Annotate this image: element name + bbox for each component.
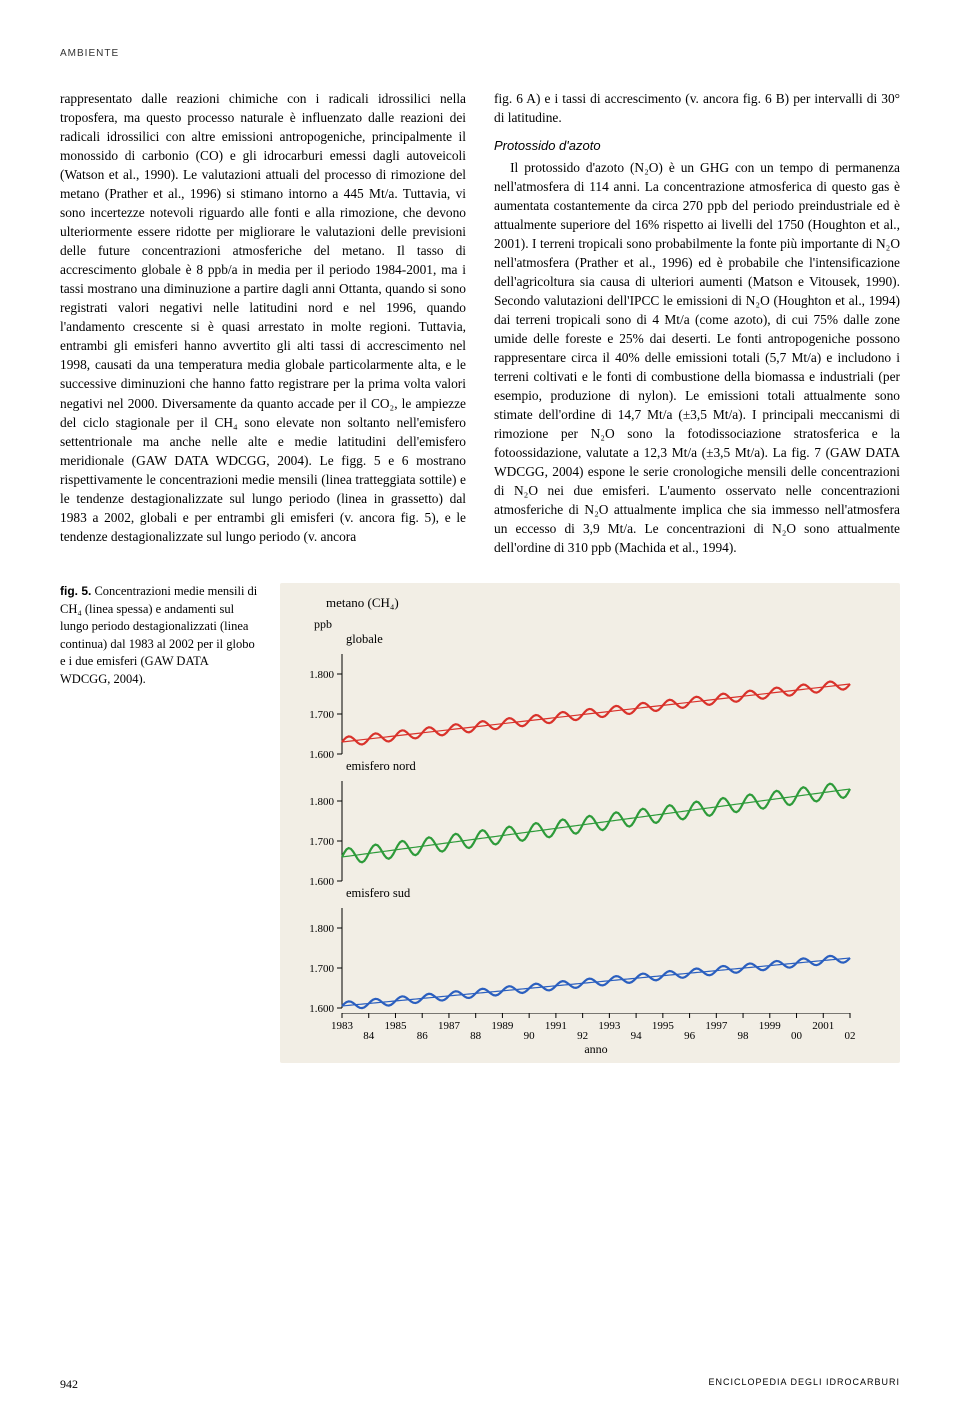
svg-text:92: 92 [577, 1030, 588, 1042]
section-header: AMBIENTE [60, 48, 900, 59]
chart-panel-label: emisfero nord [346, 759, 884, 774]
svg-text:anno: anno [584, 1042, 607, 1055]
figure-caption: fig. 5. Concentrazioni medie mensili di … [60, 583, 260, 1063]
right-column: fig. 6 A) e i tassi di accrescimento (v.… [494, 89, 900, 557]
subsection-heading: Protossido d'azoto [494, 137, 900, 155]
body-columns: rappresentato dalle reazioni chimiche co… [60, 89, 900, 557]
svg-text:1995: 1995 [652, 1020, 675, 1032]
svg-text:84: 84 [363, 1030, 375, 1042]
svg-text:1997: 1997 [705, 1020, 728, 1032]
right-body-paragraph: Il protossido d'azoto (N₂O) è un GHG con… [494, 158, 900, 558]
svg-text:1989: 1989 [491, 1020, 513, 1032]
chart-container: metano (CH₄) ppbglobale 1.800 1.700 1.600 em… [280, 583, 900, 1063]
chart-panels: ppbglobale1.8001.7001.600emisfero nord1.… [296, 617, 884, 1013]
figure-area: fig. 5. Concentrazioni medie mensili di … [60, 583, 900, 1063]
svg-text:2001: 2001 [812, 1020, 834, 1032]
figure-caption-text: Concentrazioni medie mensili di CH₄ (lin… [60, 584, 257, 686]
chart-title: metano (CH₄) [326, 595, 884, 611]
svg-text:1.800: 1.800 [309, 669, 334, 681]
svg-text:1.600: 1.600 [309, 876, 334, 886]
right-top-paragraph: fig. 6 A) e i tassi di accrescimento (v.… [494, 89, 900, 127]
chart-x-axis: 1983 1985 1987 1989 1991 1993 1995 1997 1999 2001… [296, 1013, 856, 1055]
ppb-label: ppb [314, 617, 884, 632]
svg-text:96: 96 [684, 1030, 696, 1042]
svg-text:00: 00 [791, 1030, 803, 1042]
left-column: rappresentato dalle reazioni chimiche co… [60, 89, 466, 557]
svg-text:1.700: 1.700 [309, 709, 334, 721]
left-paragraph: rappresentato dalle reazioni chimiche co… [60, 89, 466, 546]
svg-text:1993: 1993 [598, 1020, 621, 1032]
svg-text:1.700: 1.700 [309, 963, 334, 975]
chart-panel: 1.800 1.700 1.600 [296, 903, 856, 1013]
svg-text:1.800: 1.800 [309, 923, 334, 935]
chart-panel: 1.800 1.700 1.600 [296, 776, 856, 886]
chart-panel-label: emisfero sud [346, 886, 884, 901]
chart-panel: 1.800 1.700 1.600 [296, 649, 856, 759]
svg-text:86: 86 [417, 1030, 429, 1042]
svg-text:1999: 1999 [759, 1020, 782, 1032]
chart-panel-label: globale [346, 632, 884, 647]
svg-text:94: 94 [631, 1030, 643, 1042]
svg-text:1987: 1987 [438, 1020, 461, 1032]
svg-text:1991: 1991 [545, 1020, 567, 1032]
svg-text:1983: 1983 [331, 1020, 354, 1032]
figure-label: fig. 5. [60, 584, 91, 598]
svg-text:1.600: 1.600 [309, 1003, 334, 1013]
svg-text:1.700: 1.700 [309, 836, 334, 848]
page-number: 942 [60, 1377, 78, 1392]
svg-text:02: 02 [845, 1030, 856, 1042]
page-footer: 942 ENCICLOPEDIA DEGLI IDROCARBURI [60, 1377, 900, 1392]
svg-text:88: 88 [470, 1030, 482, 1042]
svg-text:1.600: 1.600 [309, 749, 334, 759]
svg-text:1.800: 1.800 [309, 796, 334, 808]
svg-text:98: 98 [738, 1030, 750, 1042]
svg-text:90: 90 [524, 1030, 536, 1042]
book-title: ENCICLOPEDIA DEGLI IDROCARBURI [708, 1377, 900, 1392]
svg-text:1985: 1985 [384, 1020, 407, 1032]
